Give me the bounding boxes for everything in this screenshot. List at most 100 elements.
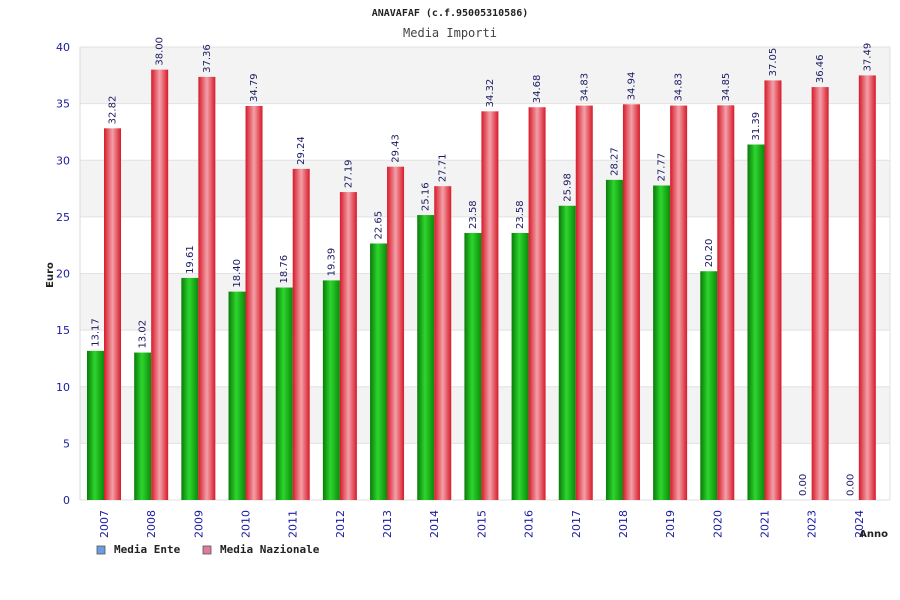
bar-media-ente <box>87 350 104 500</box>
x-tick-label: 2008 <box>145 510 158 538</box>
bar-media-ente <box>134 352 152 500</box>
bar-media-nazionale <box>670 105 688 501</box>
x-tick-label: 2011 <box>287 510 300 538</box>
bar-media-nazionale <box>245 106 263 501</box>
data-label: 19.39 <box>326 248 337 277</box>
chart-title: ANAVAFAF (c.f.95005310586) <box>372 8 529 19</box>
bar-media-nazionale <box>528 107 546 501</box>
x-tick-label: 2009 <box>192 510 205 538</box>
bar-media-ente <box>605 179 623 500</box>
x-tick-label: 2015 <box>475 510 488 538</box>
bar-media-nazionale <box>339 192 357 501</box>
x-tick-label: 2019 <box>664 510 677 538</box>
bar-media-nazionale <box>151 69 169 501</box>
legend-swatch-media-nazionale <box>202 545 212 555</box>
bar-media-nazionale <box>764 80 782 500</box>
data-label: 36.46 <box>815 54 826 83</box>
y-tick-label: 0 <box>63 494 70 507</box>
bar-media-nazionale <box>292 168 310 500</box>
data-label: 27.77 <box>657 153 668 182</box>
value-labels: 13.17 32.82 13.02 38.00 19.61 37.36 18.40 34.79… <box>91 37 874 496</box>
y-tick-label: 5 <box>63 437 70 450</box>
bar-media-ente <box>700 271 718 500</box>
data-label: 34.32 <box>485 79 496 108</box>
bar-media-ente <box>322 280 340 500</box>
data-label: 28.27 <box>609 147 620 176</box>
x-axis-label: Anno <box>859 529 888 540</box>
bar-media-nazionale <box>622 104 640 500</box>
data-label: 27.71 <box>438 154 449 183</box>
x-tick-label: 2014 <box>428 510 441 538</box>
x-tick-label: 2018 <box>617 510 630 538</box>
data-label: 22.65 <box>374 211 385 240</box>
y-axis: 0 5 10 15 20 25 30 35 40 <box>56 41 70 507</box>
bars <box>87 69 876 501</box>
data-label: 25.98 <box>562 173 573 202</box>
bar-media-nazionale <box>198 76 216 500</box>
data-label: 23.58 <box>468 200 479 229</box>
x-tick-label: 2023 <box>806 510 819 538</box>
x-tick-label: 2024 <box>853 510 866 538</box>
data-label: 34.83 <box>674 73 685 102</box>
bar-media-ente <box>558 205 576 501</box>
data-label: 27.19 <box>343 159 354 188</box>
y-axis-label: Euro <box>45 262 56 288</box>
data-label: 18.76 <box>279 255 290 284</box>
data-label: 34.79 <box>249 73 260 102</box>
data-label: 38.00 <box>155 37 166 66</box>
y-tick-label: 20 <box>56 268 70 281</box>
y-tick-label: 25 <box>56 211 70 224</box>
bar-media-ente <box>511 232 529 501</box>
bar-media-nazionale <box>104 128 121 500</box>
y-tick-label: 40 <box>56 41 70 54</box>
legend-label-media-ente: Media Ente <box>114 543 181 556</box>
bar-media-nazionale <box>811 87 829 500</box>
x-tick-label: 2021 <box>758 510 771 538</box>
bar-media-nazionale <box>481 111 499 501</box>
data-label: 34.83 <box>579 73 590 102</box>
y-tick-label: 35 <box>56 98 70 111</box>
data-label: 19.61 <box>185 245 196 274</box>
bar-media-ente <box>275 287 293 500</box>
x-tick-label: 2007 <box>98 510 111 538</box>
y-tick-label: 30 <box>56 154 70 167</box>
data-label: 37.49 <box>862 43 873 72</box>
chart-subtitle: Media Importi <box>403 26 497 40</box>
data-label: 37.36 <box>202 44 213 73</box>
data-label: 20.20 <box>704 239 715 268</box>
data-label: 34.94 <box>626 72 637 101</box>
data-label: 25.16 <box>421 182 432 211</box>
data-label: 13.17 <box>91 318 102 347</box>
data-label: 23.58 <box>515 200 526 229</box>
legend-label-media-nazionale: Media Nazionale <box>220 543 320 556</box>
bar-media-nazionale <box>858 75 876 500</box>
x-tick-label: 2017 <box>570 510 583 538</box>
data-label: 29.24 <box>296 136 307 165</box>
x-tick-label: 2016 <box>523 510 536 538</box>
data-label: 0.00 <box>845 474 856 496</box>
x-tick-label: 2013 <box>381 510 394 538</box>
bar-media-nazionale <box>387 166 405 500</box>
data-label: 13.02 <box>138 320 149 349</box>
x-tick-label: 2020 <box>711 510 724 538</box>
x-axis: 2007 2008 2009 2010 2011 2012 2013 2014 2015 2016… <box>98 510 866 538</box>
legend: Media Ente Media Nazionale <box>96 543 320 556</box>
data-label: 0.00 <box>798 474 809 496</box>
x-tick-label: 2010 <box>240 510 253 538</box>
bar-media-ente <box>464 232 482 501</box>
bar-media-nazionale <box>575 105 593 501</box>
data-label: 31.39 <box>751 112 762 141</box>
y-tick-label: 10 <box>56 381 70 394</box>
data-label: 32.82 <box>108 96 119 125</box>
x-tick-label: 2012 <box>334 510 347 538</box>
legend-swatch-media-ente <box>96 545 106 555</box>
bar-media-ente <box>228 291 246 500</box>
bar-media-ente <box>181 277 199 500</box>
bar-media-ente <box>653 185 671 500</box>
data-label: 34.68 <box>532 75 543 104</box>
y-tick-label: 15 <box>56 324 70 337</box>
data-label: 29.43 <box>391 134 402 163</box>
bar-media-ente <box>417 215 435 501</box>
data-label: 18.40 <box>232 259 243 288</box>
